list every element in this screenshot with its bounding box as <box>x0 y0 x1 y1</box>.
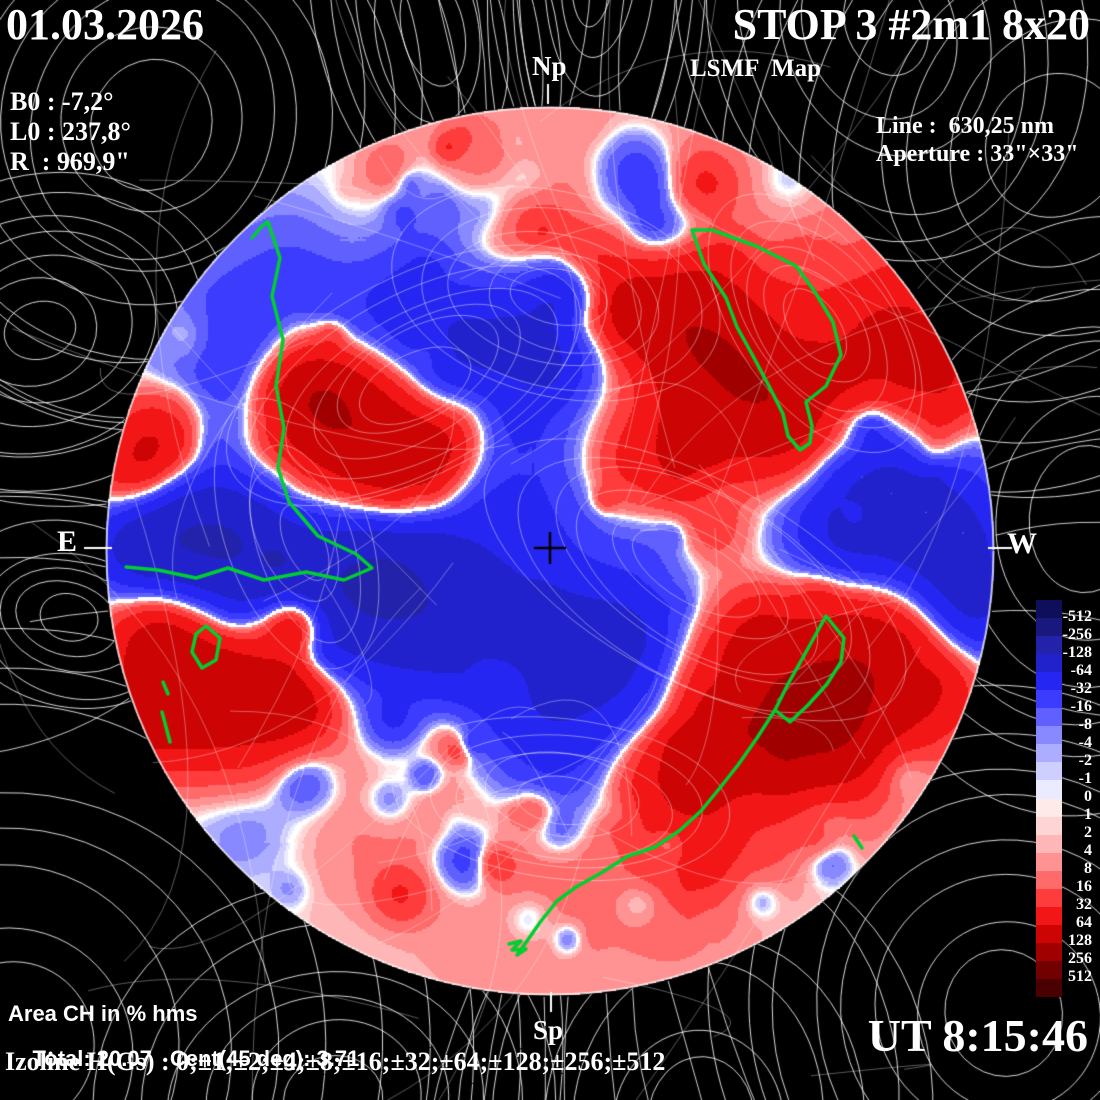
colorbar-segment <box>1036 870 1062 889</box>
colorbar-tick-label: 256 <box>1068 950 1092 967</box>
colorbar-segment <box>1036 690 1062 709</box>
colorbar-segment <box>1036 726 1062 745</box>
colorbar-tick-label: 16 <box>1076 878 1092 895</box>
east-limb-label: E <box>57 525 78 558</box>
colorbar-tick-label: 8 <box>1084 860 1092 877</box>
colorbar-segment <box>1036 852 1062 871</box>
colorbar-segment <box>1036 888 1062 907</box>
colorbar-tick-label: -1 <box>1078 770 1092 787</box>
colorbar-swatches <box>1036 600 1062 998</box>
colorbar-segment <box>1036 906 1062 925</box>
colorbar-tick-label: -8 <box>1078 716 1092 733</box>
north-pole-label: Np <box>532 51 567 81</box>
colorbar-tick-label: 1 <box>1084 806 1092 823</box>
coronal-hole-area-values: Total: 20.07 Cent(45 deg): 3.71 <box>8 1024 377 1093</box>
colorbar-tick-label: -128 <box>1062 644 1092 661</box>
universal-time: UT 8:15:46 <box>867 1010 1088 1061</box>
colorbar-segment <box>1036 762 1062 781</box>
colorbar-segment <box>1036 960 1062 979</box>
colorbar-segment <box>1036 978 1062 998</box>
colorbar-segment <box>1036 636 1062 655</box>
param-radius: R : 969,9" <box>10 147 130 176</box>
colorbar-tick-label: -4 <box>1078 734 1092 751</box>
map-type-label: LSMF Map <box>690 55 822 82</box>
param-l0: L0 : 237,8° <box>10 117 131 146</box>
colorbar-segment <box>1036 834 1062 853</box>
colorbar-segment <box>1036 942 1062 961</box>
colorbar-segment <box>1036 744 1062 763</box>
instrument-title: STOP 3 #2m1 8x20 <box>732 0 1090 49</box>
colorbar-tick-label: 2 <box>1084 824 1092 841</box>
colorbar-segment <box>1036 654 1062 673</box>
colorbar-segment <box>1036 708 1062 727</box>
observation-date: 01.03.2026 <box>6 0 204 49</box>
colorbar-segment <box>1036 600 1062 619</box>
colorbar-segment <box>1036 816 1062 835</box>
colorbar-tick-label: 32 <box>1076 896 1092 913</box>
colorbar-segment <box>1036 924 1062 943</box>
coronal-hole-area-title: Area CH in % hms <box>8 1001 198 1026</box>
aperture-label: Aperture : 33"×33" <box>876 141 1079 167</box>
area-cent-value: Cent(45 deg): 3.71 <box>169 1046 360 1072</box>
colorbar-tick-label: -512 <box>1062 608 1092 625</box>
colorbar-tick-label: 64 <box>1076 914 1092 931</box>
colorbar-tick-label: -16 <box>1070 698 1092 715</box>
colorbar-segment <box>1036 780 1062 799</box>
colorbar-segment <box>1036 798 1062 817</box>
colorbar-segment <box>1036 618 1062 637</box>
colorbar-tick-label: -2 <box>1078 752 1092 769</box>
colorbar-tick-label: 128 <box>1068 932 1092 949</box>
colorbar-tick-label: -64 <box>1070 662 1092 679</box>
colorbar-tick-label: -256 <box>1062 626 1092 643</box>
param-b0: B0 : -7,2° <box>10 87 114 116</box>
south-pole-label: Sp <box>533 1015 564 1045</box>
spectral-line-label: Line : 630,25 nm <box>876 113 1055 139</box>
colorbar-segment <box>1036 672 1062 691</box>
west-limb-label: W <box>1007 527 1037 560</box>
colorbar-tick-label: -32 <box>1070 680 1092 697</box>
colorbar-tick-label: 512 <box>1068 968 1092 985</box>
colorbar-tick-label: 4 <box>1084 842 1092 859</box>
area-total-value: Total: 20.07 <box>32 1046 152 1072</box>
izoline-legend: Izoline H(Gs) : 0;±1;±2;±4;±8;±16;±32;±6… <box>5 1047 666 1076</box>
colorbar-tick-label: 0 <box>1084 788 1092 805</box>
